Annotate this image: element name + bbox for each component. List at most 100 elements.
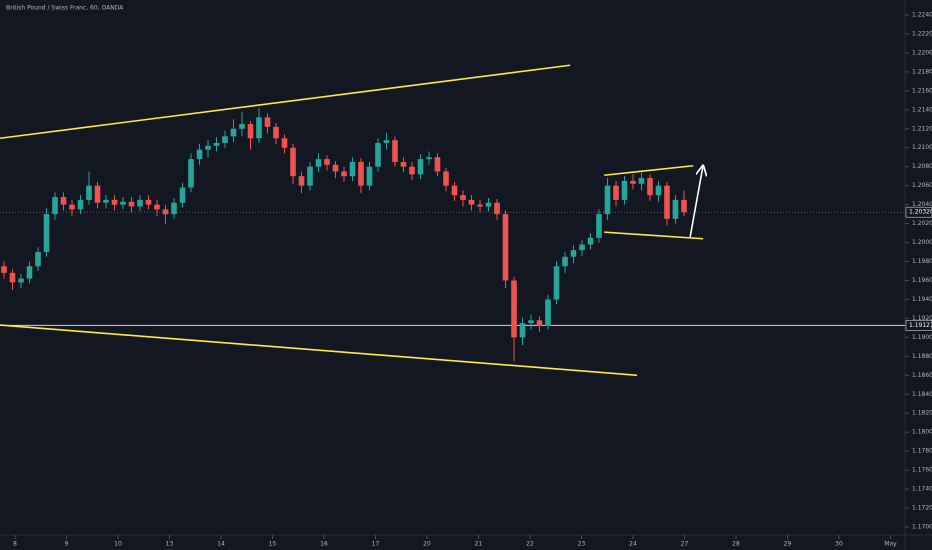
candle-body	[366, 166, 373, 186]
candle-body	[162, 209, 169, 215]
candle-body	[128, 201, 135, 207]
trend-line	[604, 231, 704, 240]
x-tick-label: 15	[269, 541, 277, 548]
trend-line	[604, 164, 694, 177]
y-tick-label: 1.17600	[912, 467, 932, 474]
trend-line	[0, 324, 638, 377]
x-tick-label: 30	[835, 541, 843, 548]
candle-body	[324, 159, 330, 165]
candle-body	[171, 202, 177, 215]
current-price-label-bg	[905, 206, 932, 218]
y-tick-label: 1.20200	[912, 220, 932, 227]
candle-body	[60, 197, 67, 205]
candle-body	[26, 266, 33, 279]
candle-body	[451, 185, 458, 196]
y-tick-label: 1.18400	[912, 391, 932, 398]
candle-body	[392, 140, 398, 162]
candle-body	[205, 145, 211, 150]
current-price-label: 1.20320	[909, 209, 932, 216]
y-tick-label: 1.21000	[912, 144, 932, 151]
y-tick-label: 1.19800	[912, 258, 932, 265]
candle-body	[94, 185, 101, 203]
x-tick-label: 24	[629, 541, 637, 548]
candle-body	[587, 237, 594, 245]
candle-body	[154, 204, 160, 210]
y-tick-label: 1.17200	[912, 505, 932, 512]
candle-body	[604, 185, 611, 215]
candle-body	[477, 204, 483, 207]
y-tick-label: 1.22200	[912, 30, 932, 37]
y-tick-label: 1.21600	[912, 87, 932, 94]
candle-body	[188, 159, 194, 188]
candle-body	[281, 138, 288, 148]
arrow	[689, 166, 703, 238]
candle-body	[400, 161, 407, 167]
candle-body	[383, 140, 390, 143]
candle-body	[69, 204, 75, 210]
x-tick-label: 27	[681, 541, 689, 548]
candle-body	[681, 199, 687, 213]
y-tick-label: 1.19400	[912, 296, 932, 303]
y-tick-label: 1.17800	[912, 448, 932, 455]
candle-body	[145, 199, 152, 205]
x-tick-label: 21	[475, 541, 483, 548]
candle-body	[18, 278, 24, 283]
candle-body	[9, 272, 16, 283]
candle-body	[239, 124, 245, 129]
candle-body	[426, 157, 432, 160]
candle-body	[358, 161, 364, 186]
candle-body	[307, 166, 313, 186]
candle-body	[341, 171, 347, 177]
candle-body	[511, 280, 517, 338]
x-tick-label: 8	[13, 541, 17, 548]
candle-body	[553, 266, 560, 300]
candle-body	[111, 199, 118, 205]
y-tick-label: 1.22400	[912, 12, 932, 19]
candle-body	[613, 185, 619, 200]
y-tick-label: 1.18600	[912, 372, 932, 379]
candle-body	[332, 164, 339, 172]
candle-body	[196, 149, 203, 160]
candle-body	[409, 166, 415, 175]
candle-body	[230, 128, 237, 137]
candle-body	[519, 323, 526, 338]
candle-body	[264, 117, 271, 127]
trend-line	[0, 64, 571, 140]
candle-body	[35, 252, 41, 267]
candle-body	[77, 199, 84, 210]
candle-body	[596, 214, 602, 238]
candle-body	[315, 159, 322, 167]
candle-body	[570, 250, 577, 257]
x-tick-label: 22	[526, 541, 534, 548]
candle-body	[579, 244, 585, 251]
y-tick-label: 1.19600	[912, 277, 932, 284]
candle-body	[485, 202, 492, 207]
candle-body	[460, 195, 466, 200]
y-tick-label: 1.21200	[912, 125, 932, 132]
x-tick-label: 16	[320, 541, 328, 548]
candle-body	[247, 124, 254, 139]
candle-body	[417, 159, 424, 175]
y-tick-label: 1.18200	[912, 410, 932, 417]
candle-body	[655, 185, 662, 196]
y-tick-label: 1.19000	[912, 334, 932, 341]
candle-body	[256, 117, 262, 139]
candle-body	[120, 201, 126, 205]
candle-body	[290, 147, 296, 177]
candle-body	[545, 299, 551, 326]
y-tick-label: 1.20800	[912, 163, 932, 170]
y-tick-label: 1.22000	[912, 49, 932, 56]
candle-body	[562, 256, 568, 267]
candle-body	[468, 199, 475, 205]
candle-body	[213, 143, 220, 146]
x-tick-label: 14	[217, 541, 225, 548]
level-label-bg	[905, 320, 932, 331]
candle-body	[222, 136, 228, 143]
x-tick-label: 10	[114, 541, 122, 548]
candle-body	[630, 180, 636, 184]
candle-body	[434, 157, 441, 172]
candle-body	[638, 178, 645, 184]
